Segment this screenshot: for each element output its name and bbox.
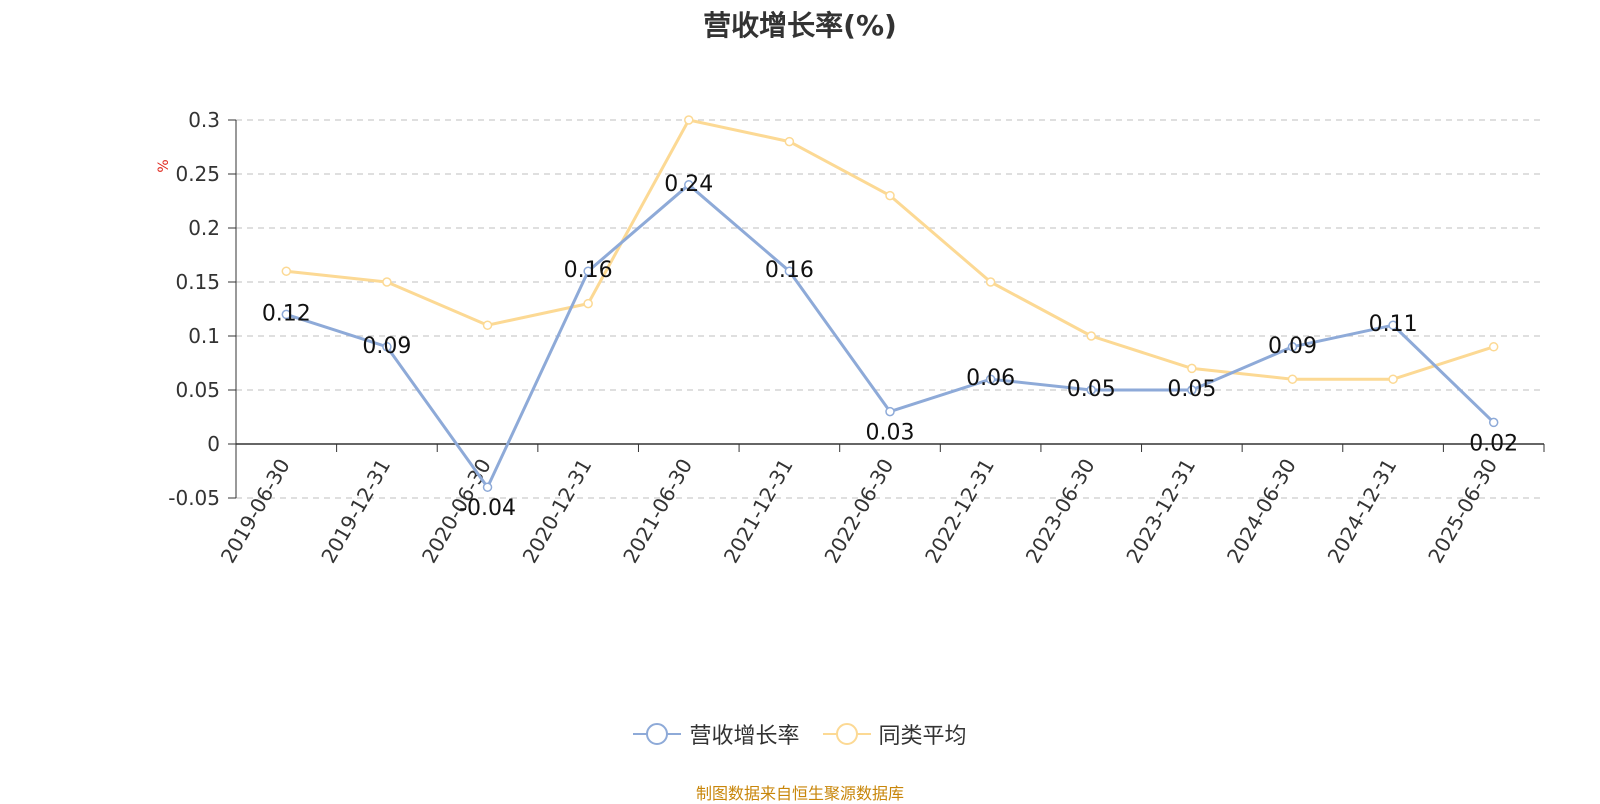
data-label: 0.02 <box>1469 431 1518 456</box>
data-point-0 <box>1086 385 1096 395</box>
data-point-0 <box>382 342 392 352</box>
data-point-1 <box>1488 342 1499 352</box>
data-point-1 <box>1086 331 1096 341</box>
data-point-0 <box>784 266 795 276</box>
data-point-1 <box>985 277 996 287</box>
data-label: 0.03 <box>866 421 915 446</box>
legend-label-revenue-growth: 营收增长率 <box>689 724 800 749</box>
x-tick-label: 2019-12-31 <box>316 455 395 568</box>
y-tick-label: 0.15 <box>175 270 220 294</box>
data-label: 0.16 <box>564 258 613 283</box>
x-tick-label: 2023-12-31 <box>1121 455 1200 568</box>
x-tick-label: 2020-12-31 <box>518 455 597 568</box>
y-tick-label: 0.1 <box>188 324 220 348</box>
data-point-0 <box>281 309 292 320</box>
x-tick-label: 2019-06-30 <box>216 455 295 568</box>
chart-title: 营收增长率(%) <box>703 9 897 42</box>
legend: 营收增长率 同类平均 <box>0 718 1600 752</box>
y-tick-label: 0.05 <box>175 378 220 402</box>
data-label: 0.06 <box>966 366 1015 391</box>
data-point-1 <box>281 266 292 276</box>
x-tick-label: 2023-06-30 <box>1021 455 1100 568</box>
data-label: -0.04 <box>459 496 516 521</box>
data-label: 0.16 <box>765 258 814 283</box>
legend-swatch-revenue-growth <box>633 723 682 745</box>
data-point-0 <box>482 482 493 492</box>
data-point-0 <box>684 180 694 190</box>
data-label: 0.24 <box>664 172 713 197</box>
x-tick-label: 2022-06-30 <box>819 455 898 568</box>
y-tick-label: -0.05 <box>168 486 220 510</box>
data-point-1 <box>482 320 493 330</box>
data-label: 0.05 <box>1067 377 1116 402</box>
data-label: 0.09 <box>362 334 411 359</box>
y-tick-label: 0.2 <box>188 216 220 240</box>
data-point-0 <box>1388 320 1398 330</box>
source-note: 制图数据来自恒生聚源数据库 <box>695 784 904 803</box>
x-tick-label: 2024-12-31 <box>1323 455 1402 568</box>
data-point-1 <box>583 298 593 309</box>
x-tick-label: 2021-12-31 <box>719 455 798 568</box>
y-tick-label: 0 <box>207 432 220 456</box>
legend-swatch-peer-average <box>822 723 871 745</box>
data-point-0 <box>1287 342 1298 352</box>
y-tick-label: 0.25 <box>175 162 220 186</box>
data-point-1 <box>382 277 392 287</box>
x-tick-label: 2021-06-30 <box>618 455 697 568</box>
data-point-0 <box>1187 385 1197 395</box>
data-point-0 <box>1488 417 1499 428</box>
data-point-1 <box>1287 374 1298 384</box>
legend-label-peer-average: 同类平均 <box>878 724 967 749</box>
legend-item-peer-average[interactable]: 同类平均 <box>822 718 967 750</box>
data-point-1 <box>1187 363 1197 374</box>
data-label: 0.05 <box>1167 377 1216 402</box>
data-point-1 <box>784 136 795 147</box>
data-point-1 <box>1388 374 1398 384</box>
data-point-0 <box>885 406 895 417</box>
data-point-1 <box>684 115 694 125</box>
data-label: 0.09 <box>1268 334 1317 359</box>
x-tick-label: 2025-06-30 <box>1423 455 1502 568</box>
data-label: 0.12 <box>262 301 311 326</box>
x-tick-label: 2024-06-30 <box>1222 455 1301 568</box>
y-tick-label: 0.3 <box>188 108 220 132</box>
y-axis-unit-label: % <box>156 159 172 172</box>
data-point-1 <box>885 190 895 201</box>
data-point-0 <box>583 266 593 276</box>
data-point-0 <box>985 374 996 384</box>
legend-item-revenue-growth[interactable]: 营收增长率 <box>633 718 800 750</box>
data-label: 0.11 <box>1369 312 1418 337</box>
x-tick-label: 2022-12-31 <box>920 455 999 568</box>
